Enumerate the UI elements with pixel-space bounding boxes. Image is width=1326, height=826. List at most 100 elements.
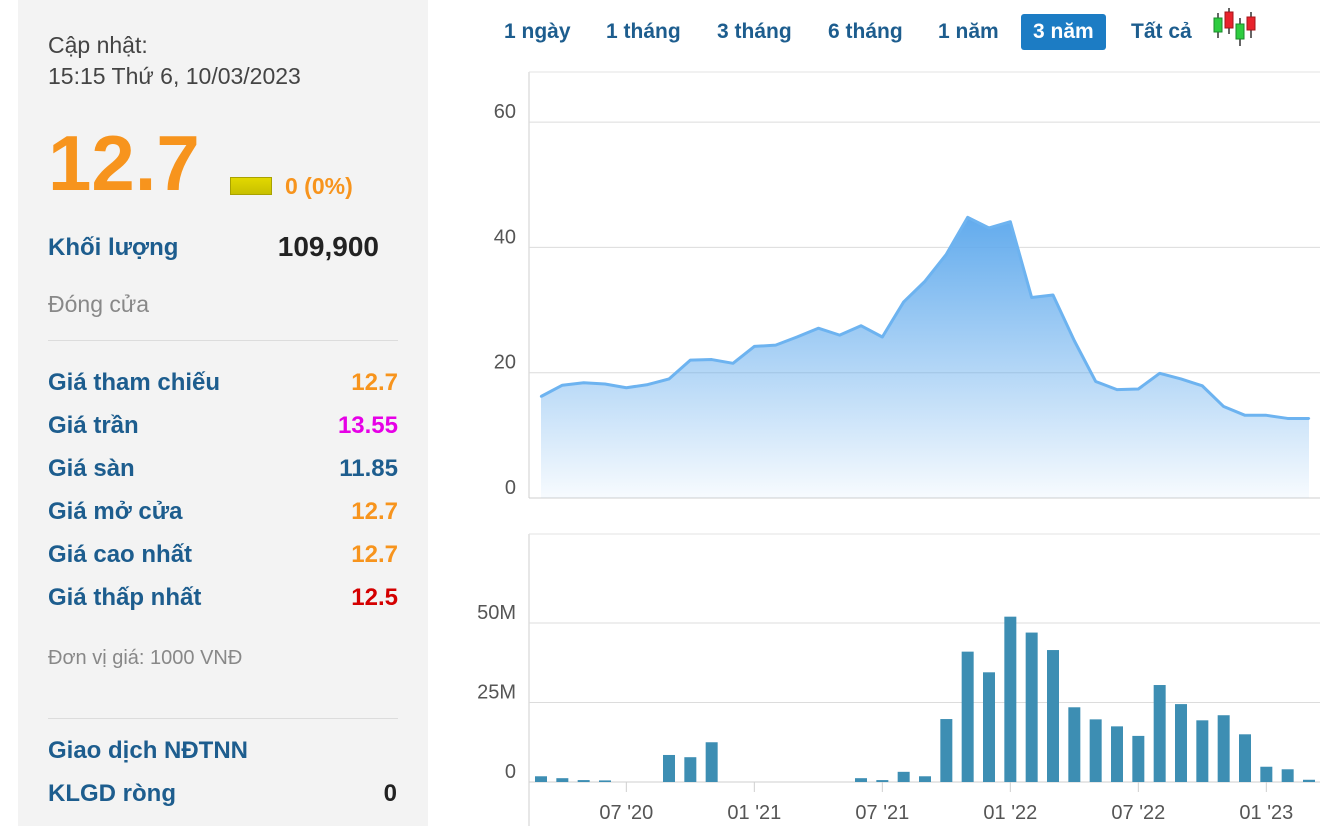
price-y-tick-label: 40	[494, 226, 516, 248]
x-tick-label: 07 '22	[1111, 802, 1165, 824]
price-row-label: Giá tham chiếu	[48, 369, 221, 396]
price-row-label: Giá thấp nhất	[48, 584, 202, 611]
price-row-value: 12.7	[351, 498, 398, 525]
price-row-value: 13.55	[337, 412, 398, 439]
candlestick-icon[interactable]	[1212, 8, 1256, 48]
price-point	[1030, 296, 1033, 299]
volume-bar[interactable]	[577, 780, 590, 782]
volume-bar[interactable]	[556, 778, 569, 782]
volume-bar[interactable]	[1260, 766, 1273, 782]
volume-bar[interactable]	[1217, 715, 1230, 782]
price-row-value: 12.7	[351, 541, 398, 568]
divider	[48, 718, 398, 719]
tab-range[interactable]: Tất cả	[1131, 20, 1192, 43]
price-point	[1286, 417, 1289, 420]
net-volume-label: KLGD ròng	[48, 780, 176, 807]
price-point	[1009, 220, 1012, 223]
price-point	[795, 335, 799, 339]
volume-bar[interactable]	[1196, 720, 1209, 782]
price-row: Giá trần 13.55	[48, 412, 398, 442]
volume-bar[interactable]	[1111, 726, 1123, 782]
tab-range[interactable]: 1 tháng	[606, 20, 681, 43]
x-tick-label: 07 '20	[599, 802, 653, 824]
price-row: Giá tham chiếu 12.7	[48, 369, 398, 399]
update-time: 15:15 Thứ 6, 10/03/2023	[48, 63, 301, 89]
volume-bar[interactable]	[1153, 685, 1166, 782]
unchanged-indicator	[230, 177, 272, 195]
price-row: Giá cao nhất 12.7	[48, 541, 398, 571]
volume-bar[interactable]	[663, 754, 675, 782]
volume-y-tick-label: 50M	[477, 602, 516, 624]
current-price: 12.7	[48, 119, 200, 207]
price-point	[902, 300, 905, 304]
volume-bar[interactable]	[919, 776, 931, 782]
volume-bar[interactable]	[961, 651, 974, 782]
volume-label: Khối lượng	[48, 234, 179, 261]
price-row-label: Giá mở cửa	[48, 498, 183, 525]
volume-bar[interactable]	[983, 672, 995, 782]
price-point	[710, 358, 713, 361]
price-point	[1265, 414, 1268, 417]
price-point	[859, 324, 863, 327]
tab-range[interactable]: 1 năm	[938, 20, 999, 43]
price-point	[817, 327, 820, 330]
tab-range[interactable]: 3 năm	[1021, 14, 1106, 50]
volume-bar[interactable]	[1175, 704, 1187, 782]
volume-bar[interactable]	[684, 757, 697, 782]
price-point	[646, 383, 649, 386]
price-point	[923, 280, 927, 283]
price-point	[987, 226, 991, 230]
range-tabs: 1 ngày 1 tháng 3 tháng 6 tháng 1 năm 3 năm Tất…	[0, 14, 1326, 54]
volume-bar[interactable]	[1047, 650, 1059, 782]
price-point	[1115, 388, 1119, 391]
price-point	[689, 358, 692, 362]
price-point	[1179, 377, 1183, 381]
price-row-value: 11.85	[339, 455, 398, 482]
volume-bar[interactable]	[855, 778, 867, 782]
volume-bar[interactable]	[1303, 779, 1315, 782]
divider	[48, 340, 398, 341]
volume-bar[interactable]	[705, 742, 718, 782]
volume-bar[interactable]	[1281, 769, 1294, 782]
price-area-fill	[541, 217, 1309, 498]
price-point	[582, 381, 585, 384]
volume-bar[interactable]	[1239, 734, 1251, 782]
price-row-label: Giá sàn	[48, 455, 135, 482]
volume-bar[interactable]	[1004, 616, 1017, 782]
price-point	[1073, 339, 1076, 342]
volume-bar[interactable]	[599, 780, 611, 782]
x-tick-label: 01 '22	[983, 802, 1037, 824]
price-point	[1094, 380, 1097, 383]
volume-value: 109,900	[277, 231, 379, 262]
foreign-trading-title: Giao dịch NĐTNN	[48, 737, 249, 764]
tab-range[interactable]: 6 tháng	[828, 20, 903, 43]
price-point	[753, 345, 756, 348]
price-point	[1222, 405, 1225, 408]
price-point	[774, 343, 777, 347]
price-point	[838, 333, 841, 337]
volume-bar[interactable]	[1025, 632, 1038, 782]
price-point	[1158, 372, 1161, 375]
net-volume-value: 0	[383, 780, 397, 807]
volume-bar[interactable]	[897, 771, 910, 782]
volume-bar[interactable]	[1132, 735, 1145, 782]
volume-bar[interactable]	[535, 776, 547, 782]
price-point	[539, 395, 543, 398]
price-point	[1307, 417, 1311, 420]
price-row: Giá sàn 11.85	[48, 455, 398, 485]
tab-range[interactable]: 1 ngày	[504, 20, 571, 43]
price-y-tick-label: 20	[494, 352, 516, 374]
unit-note: Đơn vị giá: 1000 VNĐ	[48, 647, 243, 669]
price-row: Giá mở cửa 12.7	[48, 498, 398, 528]
price-row-label: Giá cao nhất	[48, 541, 193, 568]
volume-y-tick-label: 25M	[477, 682, 516, 704]
volume-bar[interactable]	[940, 719, 953, 782]
price-point	[966, 216, 969, 219]
volume-bar[interactable]	[1068, 707, 1081, 782]
market-state: Đóng cửa	[48, 291, 150, 317]
update-label: Cập nhật:	[48, 32, 148, 58]
volume-bar[interactable]	[876, 780, 889, 782]
volume-bar[interactable]	[1089, 719, 1102, 782]
tab-range[interactable]: 3 tháng	[717, 20, 792, 43]
